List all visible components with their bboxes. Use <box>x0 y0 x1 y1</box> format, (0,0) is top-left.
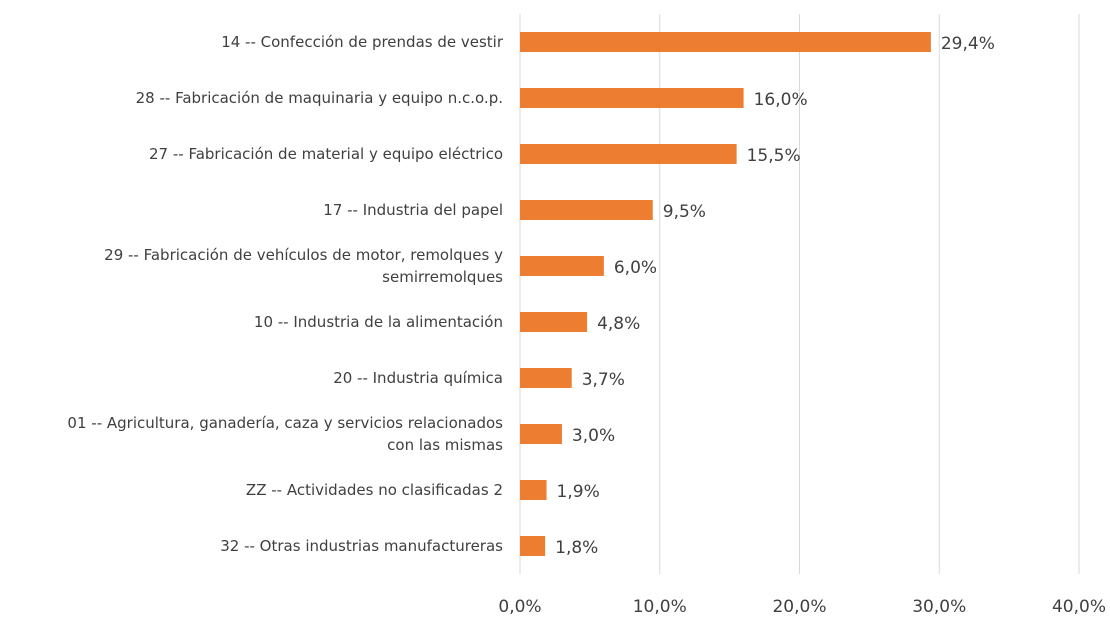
bar <box>520 424 562 444</box>
bar <box>520 200 653 220</box>
y-tick-label: 32 -- Otras industrias manufactureras <box>220 537 503 555</box>
bar <box>520 256 604 276</box>
x-tick-label: 0,0% <box>498 597 541 617</box>
value-label: 6,0% <box>614 258 657 278</box>
y-tick-label: 17 -- Industria del papel <box>323 201 503 219</box>
bar <box>520 32 931 52</box>
value-label: 1,8% <box>555 538 598 558</box>
bar <box>520 312 588 332</box>
value-label: 4,8% <box>597 314 640 334</box>
value-label: 1,9% <box>557 482 600 502</box>
y-tick-label: 27 -- Fabricación de material y equipo e… <box>149 145 503 163</box>
bar <box>520 368 572 388</box>
x-tick-label: 40,0% <box>1052 597 1106 617</box>
value-label: 15,5% <box>747 146 801 166</box>
value-label: 16,0% <box>754 90 808 110</box>
y-tick-label: 10 -- Industria de la alimentación <box>254 313 503 331</box>
value-label: 29,4% <box>941 34 995 54</box>
x-tick-label: 30,0% <box>912 597 966 617</box>
y-tick-label: 01 -- Agricultura, ganadería, caza y ser… <box>67 414 503 454</box>
y-tick-label: 28 -- Fabricación de maquinaria y equipo… <box>136 89 503 107</box>
x-tick-label: 20,0% <box>772 597 826 617</box>
y-tick-label: 29 -- Fabricación de vehículos de motor,… <box>104 246 503 286</box>
bar <box>520 480 547 500</box>
y-tick-label: 14 -- Confección de prendas de vestir <box>221 33 504 51</box>
value-label: 3,7% <box>582 370 625 390</box>
bar <box>520 88 744 108</box>
x-tick-label: 10,0% <box>633 597 687 617</box>
value-label: 3,0% <box>572 426 615 446</box>
y-tick-label: 20 -- Industria química <box>333 369 503 387</box>
bar <box>520 144 737 164</box>
y-tick-label: ZZ -- Actividades no clasificadas 2 <box>246 481 503 499</box>
bar <box>520 536 546 556</box>
value-label: 9,5% <box>663 202 706 222</box>
